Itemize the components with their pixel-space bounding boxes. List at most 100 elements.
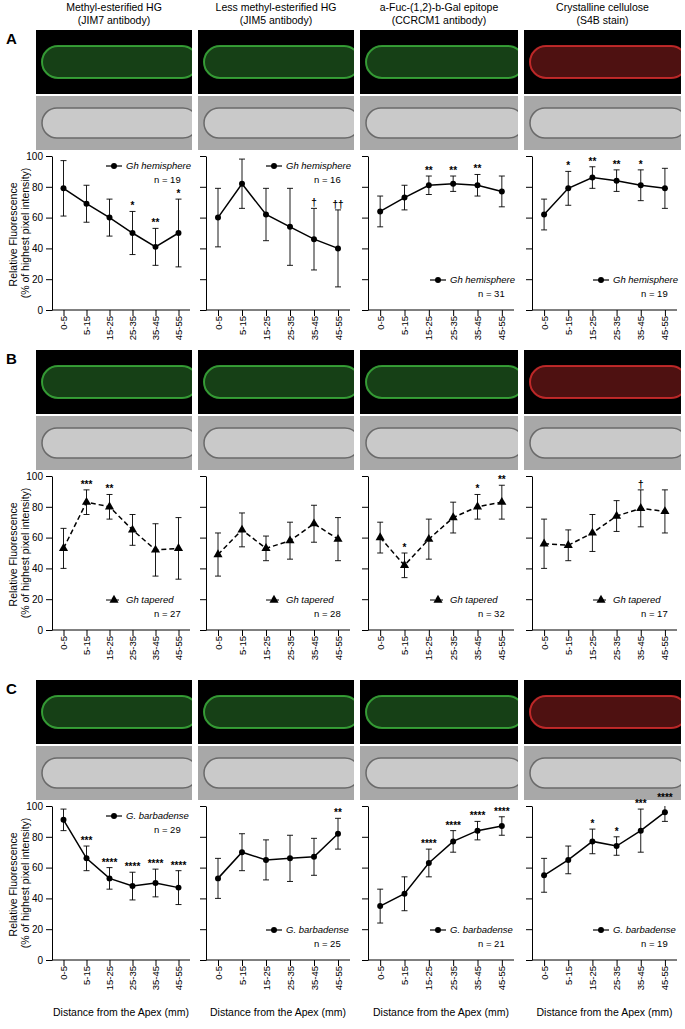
x-tick: 35-45 xyxy=(472,310,483,340)
fluorescence-image xyxy=(36,350,192,414)
x-tick-mark xyxy=(478,630,479,636)
y-tick-mark xyxy=(526,476,532,477)
x-tick: 0-5 xyxy=(539,960,550,980)
y-tick-label: 80 xyxy=(32,182,44,193)
y-tick xyxy=(362,476,368,477)
data-point xyxy=(59,543,68,551)
x-tick-mark xyxy=(314,630,315,636)
significance-label: **** xyxy=(494,806,510,817)
fluorescence-image xyxy=(360,350,518,414)
x-axis: 0-55-1515-2525-3535-4545-55 xyxy=(532,630,677,660)
x-axis: 0-55-1515-2525-3535-4545-55 xyxy=(206,630,350,660)
data-point xyxy=(424,534,433,542)
data-point xyxy=(473,502,482,510)
x-tick-label: 5-15 xyxy=(81,316,92,335)
x-tick-label: 35-45 xyxy=(472,636,483,660)
x-tick-mark xyxy=(544,960,545,966)
x-tick-label: 15-25 xyxy=(261,966,272,990)
x-tick-mark xyxy=(110,960,111,966)
legend: Gh taperedn = 17 xyxy=(593,594,668,619)
data-point xyxy=(335,245,341,251)
x-tick: 15-25 xyxy=(261,310,272,340)
error-bar xyxy=(176,199,182,267)
y-tick xyxy=(526,929,532,930)
y-tick-label: 60 xyxy=(32,532,44,543)
legend-label: G. barbadense xyxy=(286,924,349,935)
x-tick-label: 0-5 xyxy=(539,636,550,650)
x-tick: 25-35 xyxy=(448,630,459,660)
column-title: Crystalline cellulose xyxy=(556,1,649,13)
data-point xyxy=(614,843,620,849)
y-tick-mark xyxy=(200,898,206,899)
y-axis-line xyxy=(52,477,53,631)
x-tick-mark xyxy=(405,960,406,966)
y-tick-mark xyxy=(526,898,532,899)
x-tick-label: 35-45 xyxy=(150,636,161,660)
data-point xyxy=(153,244,159,250)
data-point xyxy=(400,560,409,568)
x-tick-mark xyxy=(266,310,267,316)
error-bar xyxy=(287,835,293,881)
x-tick-label: 45-55 xyxy=(333,316,344,340)
y-tick-mark xyxy=(526,630,532,631)
x-tick: 45-55 xyxy=(659,310,670,340)
x-tick-label: 35-45 xyxy=(472,316,483,340)
x-tick-mark xyxy=(179,310,180,316)
x-tick: 5-15 xyxy=(563,310,574,335)
x-tick-label: 0-5 xyxy=(58,316,69,330)
x-tick-label: 15-25 xyxy=(104,966,115,990)
x-axis-title: Distance from the Apex (mm) xyxy=(53,1006,189,1018)
significance-label: ** xyxy=(106,483,114,494)
error-bar xyxy=(541,858,547,892)
dic-image xyxy=(198,416,354,470)
x-tick-label: 45-55 xyxy=(333,966,344,990)
x-tick-label: 25-35 xyxy=(127,636,138,660)
y-tick-mark xyxy=(362,568,368,569)
x-tick-label: 25-35 xyxy=(448,966,459,990)
x-tick-label: 5-15 xyxy=(563,636,574,655)
y-tick-mark xyxy=(200,868,206,869)
data-point xyxy=(426,860,432,866)
x-tick: 0-5 xyxy=(539,630,550,650)
x-tick-mark xyxy=(380,310,381,316)
x-tick-label: 15-25 xyxy=(423,316,434,340)
y-tick: 0 xyxy=(37,625,52,636)
legend-marker xyxy=(111,813,117,819)
sample-size: n = 16 xyxy=(314,174,341,185)
x-tick-mark xyxy=(110,310,111,316)
x-tick-label: 0-5 xyxy=(539,316,550,330)
x-axis-line xyxy=(52,310,190,311)
y-tick-mark xyxy=(200,538,206,539)
error-bar xyxy=(475,821,481,839)
y-tick xyxy=(362,960,368,961)
data-point xyxy=(499,188,505,194)
y-tick-mark xyxy=(526,279,532,280)
x-tick-mark xyxy=(133,310,134,316)
x-tick: 5-15 xyxy=(399,630,410,655)
y-tick-mark xyxy=(200,568,206,569)
y-tick-mark xyxy=(362,929,368,930)
y-tick xyxy=(200,538,206,539)
y-tick xyxy=(526,476,532,477)
legend-marker xyxy=(435,277,441,283)
plot-area xyxy=(377,817,505,923)
y-tick-label: 40 xyxy=(32,243,44,254)
series-line xyxy=(218,524,338,555)
dic-image xyxy=(36,416,192,470)
y-tick-label: 20 xyxy=(32,924,44,935)
x-axis-line xyxy=(52,630,190,631)
y-tick-label: 100 xyxy=(26,151,43,162)
y-tick: 0 xyxy=(37,305,52,316)
x-tick-mark xyxy=(568,310,569,316)
legend-marker xyxy=(433,595,442,603)
x-tick: 0-5 xyxy=(213,310,224,330)
x-tick: 15-25 xyxy=(423,310,434,340)
error-bar xyxy=(426,176,432,194)
error-bar xyxy=(662,168,668,208)
x-tick: 15-25 xyxy=(587,310,598,340)
y-tick-mark xyxy=(362,476,368,477)
x-tick: 35-45 xyxy=(472,960,483,990)
y-tick xyxy=(200,960,206,961)
significance-label: *** xyxy=(81,479,93,490)
y-axis-line xyxy=(206,807,207,961)
